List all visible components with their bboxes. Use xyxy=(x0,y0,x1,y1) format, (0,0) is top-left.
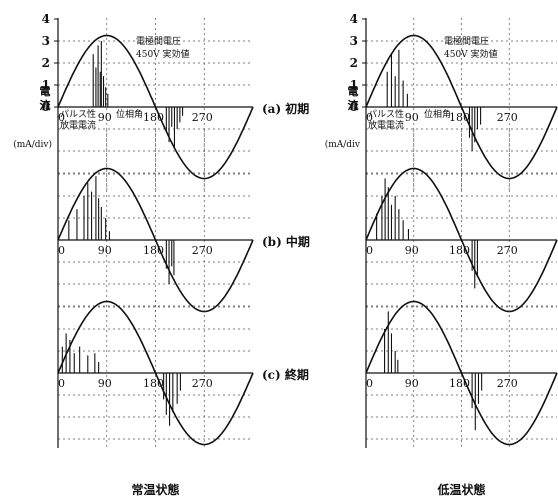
stage-label: (a) 初期 xyxy=(262,101,309,116)
voltage-annotation-line1: 電極間電圧 xyxy=(136,35,181,47)
x-tick-label: 90 xyxy=(405,111,419,124)
x-tick-label: 0 xyxy=(366,244,373,257)
voltage-annotation-line2: 450V 実効値 xyxy=(136,48,190,60)
x-tick-label: 180 xyxy=(143,111,164,124)
column-caption: 常温状態 xyxy=(131,482,179,497)
y-tick-label: 4 xyxy=(42,12,50,26)
y-axis-label-char: 電 xyxy=(40,85,51,98)
voltage-annotation-line1: 電極間電圧 xyxy=(444,35,489,47)
stage-labels: (a) 初期 (b) 中期 (c) 終期 xyxy=(262,101,310,382)
x-tick-label: 270 xyxy=(192,111,213,124)
x-tick-label: 270 xyxy=(497,244,518,257)
current-annotation-line1: パルス性 xyxy=(60,108,96,120)
y-tick-label: 0 xyxy=(350,100,358,114)
column-caption: 低温状態 xyxy=(436,482,485,497)
y-tick-label: 0 xyxy=(42,100,50,114)
y-tick-label: 1 xyxy=(42,78,50,92)
panel-1: 0 90 180 270 xyxy=(57,130,254,318)
y-axis-unit-label: (mA/div xyxy=(325,139,361,150)
y-axis-label-char: 流 xyxy=(40,98,51,112)
x-tick-label: 180 xyxy=(449,111,470,124)
x-tick-label: 270 xyxy=(497,111,518,124)
x-tick-label: 180 xyxy=(449,377,470,390)
voltage-sine-wave xyxy=(365,34,558,180)
stage-label: (c) 終期 xyxy=(262,367,309,382)
x-tick-label: 90 xyxy=(405,244,419,257)
x-tick-label: 270 xyxy=(192,244,213,257)
x-tick-label: 90 xyxy=(405,377,419,390)
panel-0: 0 90 180 270 xyxy=(57,18,254,193)
y-tick-label: 4 xyxy=(350,12,358,26)
y-axis-label-char: 電 xyxy=(348,85,359,98)
x-tick-label: 180 xyxy=(449,244,470,257)
panel-0: 0 90 180 270 xyxy=(365,18,558,193)
current-annotation-line1: パルス性 xyxy=(368,108,404,120)
voltage-sine-wave xyxy=(365,167,558,313)
panel-2: 0 90 180 270 xyxy=(57,300,254,448)
voltage-sine-wave xyxy=(57,300,254,446)
y-axis-unit-label: (mA/div) xyxy=(13,139,52,150)
panel-2: 0 90 180 270 xyxy=(365,300,558,448)
x-tick-label: 270 xyxy=(192,377,213,390)
voltage-sine-wave xyxy=(57,34,254,180)
current-annotation-line2: 放電電流 xyxy=(60,119,96,131)
voltage-annotation-line2: 450V 実効値 xyxy=(444,48,498,60)
stage-label: (b) 中期 xyxy=(262,234,310,249)
y-tick-label: 3 xyxy=(42,34,50,48)
chart-normal-temperature: 0 90 180 270 0 90 180 270 0 90 180 270 0 1 2 3 4 電流 (mA/di… xyxy=(13,12,254,497)
phase-angle-label: 位相角 xyxy=(424,108,451,120)
x-tick-label: 0 xyxy=(58,111,65,124)
x-tick-label: 180 xyxy=(143,244,164,257)
panel-1: 0 90 180 270 xyxy=(365,130,558,318)
chart-low-temperature: 0 90 180 270 0 90 180 270 0 90 180 270 0 1 2 3 4 電流 (mA/di… xyxy=(325,12,558,497)
y-tick-label: 1 xyxy=(350,78,358,92)
x-tick-label: 0 xyxy=(366,111,373,124)
x-tick-label: 90 xyxy=(98,244,112,257)
voltage-sine-wave xyxy=(57,167,254,313)
current-annotation-line2: 放電電流 xyxy=(368,119,404,131)
y-tick-label: 3 xyxy=(350,34,358,48)
y-axis-label-char: 流 xyxy=(348,98,359,112)
y-tick-label: 2 xyxy=(350,56,358,70)
phase-angle-label: 位相角 xyxy=(116,108,143,120)
x-tick-label: 0 xyxy=(366,377,373,390)
y-tick-label: 2 xyxy=(42,56,50,70)
x-tick-label: 0 xyxy=(58,244,65,257)
x-tick-label: 0 xyxy=(58,377,65,390)
x-tick-label: 90 xyxy=(98,111,112,124)
x-tick-label: 180 xyxy=(143,377,164,390)
x-tick-label: 90 xyxy=(98,377,112,390)
voltage-sine-wave xyxy=(365,300,558,446)
x-tick-label: 270 xyxy=(497,377,518,390)
